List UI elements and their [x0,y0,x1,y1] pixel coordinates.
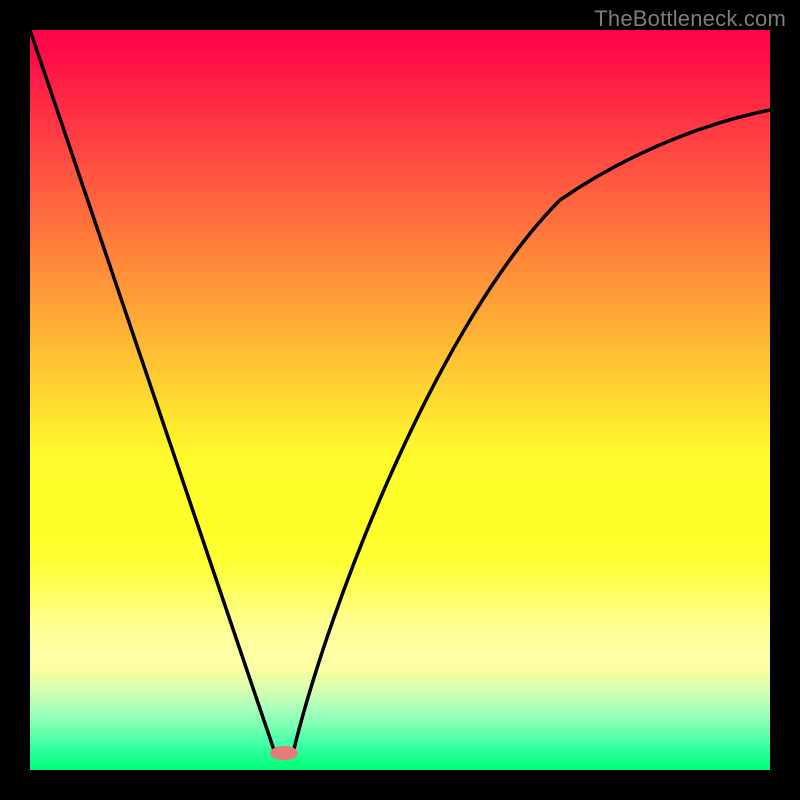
bottleneck-chart [0,0,800,800]
plot-area [30,30,770,770]
minimum-marker [270,746,298,760]
watermark-text: TheBottleneck.com [594,6,786,32]
chart-container: TheBottleneck.com [0,0,800,800]
